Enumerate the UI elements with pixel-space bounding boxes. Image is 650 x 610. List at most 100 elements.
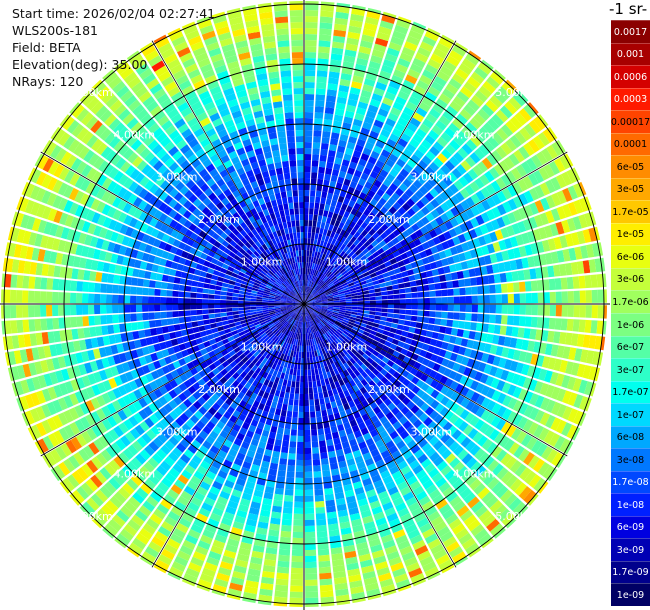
range-gate	[178, 517, 192, 529]
range-gate	[531, 304, 538, 316]
range-gate	[357, 366, 364, 374]
range-gate	[356, 312, 364, 317]
range-gate	[11, 382, 19, 397]
range-gate	[336, 96, 347, 105]
range-gate	[304, 453, 312, 460]
range-gate	[378, 197, 387, 206]
range-gate	[244, 307, 251, 311]
range-gate	[256, 294, 263, 298]
range-gate	[294, 495, 304, 502]
range-gate	[335, 594, 350, 603]
range-gate	[213, 411, 223, 421]
range-gate	[332, 388, 339, 396]
range-gate	[164, 356, 173, 365]
range-gate	[299, 381, 304, 388]
range-gate	[345, 382, 352, 390]
range-gate	[320, 354, 326, 361]
range-gate	[207, 350, 216, 358]
range-gate	[258, 472, 268, 480]
range-gate	[427, 86, 441, 98]
range-gate	[319, 329, 324, 336]
range-gate	[318, 355, 323, 362]
range-gate	[221, 338, 229, 345]
range-gate	[332, 277, 338, 283]
range-gate	[179, 412, 189, 423]
range-gate	[391, 279, 398, 285]
range-gate	[270, 333, 276, 340]
range-gate	[210, 323, 217, 329]
range-gate	[204, 324, 212, 331]
range-gate	[126, 331, 134, 341]
range-gate	[344, 291, 351, 296]
range-gate	[380, 232, 388, 240]
range-gate	[142, 287, 149, 296]
range-gate	[379, 183, 389, 193]
range-gate	[208, 550, 222, 561]
range-gate	[549, 371, 559, 385]
range-gate	[585, 244, 595, 258]
range-gate	[414, 229, 424, 238]
range-gate	[382, 164, 392, 173]
range-gate	[454, 191, 465, 203]
range-gate	[397, 353, 406, 361]
range-gate	[22, 290, 29, 303]
range-gate	[76, 304, 83, 316]
range-gate	[22, 305, 29, 318]
range-gate	[124, 285, 131, 295]
range-gate	[139, 556, 153, 566]
range-gate	[311, 269, 315, 276]
range-gate	[388, 269, 396, 276]
range-gate	[391, 363, 400, 371]
range-gate	[512, 92, 527, 107]
range-gate	[499, 105, 513, 119]
range-gate	[397, 340, 405, 348]
range-gate	[420, 206, 430, 216]
range-gate	[227, 284, 235, 289]
range-gate	[411, 292, 418, 298]
range-gate	[339, 304, 346, 307]
range-gate	[108, 477, 121, 490]
range-gate	[65, 329, 73, 341]
range-gate	[419, 555, 434, 567]
range-gate	[366, 244, 374, 251]
range-gate	[323, 346, 329, 354]
range-gate	[319, 292, 326, 296]
range-gate	[55, 252, 64, 265]
range-gate	[297, 429, 304, 436]
range-gate	[434, 318, 442, 326]
range-gate	[427, 239, 436, 248]
range-gate	[258, 515, 270, 524]
range-gate	[367, 189, 376, 199]
range-gate	[163, 543, 178, 555]
range-gate	[126, 478, 139, 491]
range-gate	[411, 213, 421, 223]
range-gate	[193, 518, 206, 529]
range-gate	[334, 582, 348, 591]
range-gate	[208, 299, 215, 304]
range-gate	[408, 567, 423, 579]
range-gate	[244, 291, 252, 296]
range-gate	[425, 270, 433, 278]
range-gate	[378, 324, 386, 330]
range-gate	[350, 13, 364, 23]
range-gate	[321, 327, 327, 334]
range-gate	[197, 258, 206, 265]
range-gate	[309, 393, 314, 400]
range-gate	[312, 447, 320, 454]
range-gate	[497, 262, 506, 273]
range-gate	[398, 415, 408, 425]
range-gate	[247, 568, 261, 577]
range-gate	[322, 267, 327, 274]
range-gate	[281, 385, 287, 392]
range-gate	[216, 528, 229, 538]
range-gate	[280, 307, 287, 311]
range-gate	[252, 319, 260, 324]
range-gate	[364, 216, 372, 225]
range-gate	[600, 257, 606, 272]
range-gate	[291, 555, 303, 562]
range-gate	[339, 301, 346, 304]
range-gate	[236, 452, 246, 461]
range-gate	[462, 269, 470, 279]
range-gate	[356, 291, 364, 296]
range-gate	[341, 67, 353, 75]
